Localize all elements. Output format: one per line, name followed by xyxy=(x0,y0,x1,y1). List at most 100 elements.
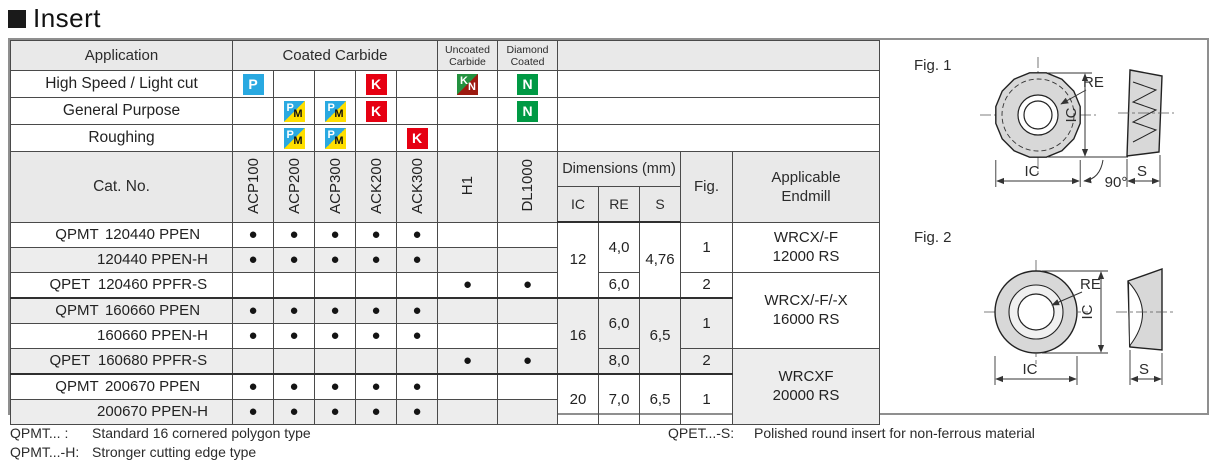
grade-col-h1: H1 xyxy=(437,151,498,223)
endmill-value-cell: WRCX/-F 12000 RS xyxy=(732,221,880,273)
coated-carbide-header: Coated Carbide xyxy=(232,40,438,71)
availability-dot-cell: ● xyxy=(497,347,558,374)
empty-cell xyxy=(497,221,558,248)
availability-dot-cell: ● xyxy=(314,398,356,425)
availability-dot: ● xyxy=(412,403,422,420)
availability-dot: ● xyxy=(371,226,381,243)
availability-dot: ● xyxy=(330,327,340,344)
empty-cell xyxy=(314,271,356,298)
empty-cell xyxy=(497,398,558,425)
empty-cell xyxy=(437,372,498,400)
application-row: High Speed / Light cut P K K N N xyxy=(10,70,880,98)
ic-value-cell: 20 xyxy=(557,372,599,425)
availability-dot: ● xyxy=(462,276,473,293)
availability-dot: ● xyxy=(371,251,381,268)
k-cast-iron-icon: K xyxy=(365,73,387,95)
s-value-cell: 6,5 xyxy=(639,296,681,374)
availability-dot: ● xyxy=(412,251,422,268)
availability-dot: ● xyxy=(412,378,422,395)
availability-dot-cell: ● xyxy=(314,372,356,400)
availability-dot-cell: ● xyxy=(437,347,498,374)
figure-panel: Fig. 1 RE IC IC 90° S xyxy=(914,57,1176,385)
empty-cell xyxy=(497,124,558,152)
fig-value-cell: 1 xyxy=(680,296,733,349)
application-row: Roughing P M P M K xyxy=(10,124,880,152)
availability-dot-cell: ● xyxy=(273,246,315,273)
availability-dot-cell: ● xyxy=(232,221,274,248)
uncoated-carbide-header: Uncoated Carbide xyxy=(437,40,498,71)
availability-dot: ● xyxy=(248,378,258,395)
grade-col-dl1000: DL1000 xyxy=(497,151,558,223)
fig1-ic-side-label: IC xyxy=(1063,107,1080,122)
grade-suitability-cell: P xyxy=(232,70,274,98)
catalog-row: QPET 160680 PPFR-S ● ● 8,0 2 WRCXF 20000 RS xyxy=(10,347,880,425)
availability-dot-cell: ● xyxy=(355,246,397,273)
empty-cell xyxy=(232,271,274,298)
fig2-s-label: S xyxy=(1139,361,1149,378)
catalog-rows: QPMT 120440 PPEN ● ● ● ● ● 12 4,0 4,76 1 WRCX/-F 120… xyxy=(10,221,880,425)
fig1-angle-label: 90° xyxy=(1105,174,1128,191)
empty-cell xyxy=(437,124,498,152)
availability-dot-cell: ● xyxy=(273,221,315,248)
empty-cell xyxy=(232,347,274,374)
empty-cell xyxy=(396,70,438,98)
availability-dot-cell: ● xyxy=(314,221,356,248)
availability-dot-cell: ● xyxy=(355,372,397,400)
n-non-ferrous-icon: N xyxy=(517,100,538,122)
catalog-row: QPMT 160660 PPEN ● ● ● ● ● 16 6,0 6,5 1 xyxy=(10,296,880,374)
s-value-cell: 4,76 xyxy=(639,221,681,298)
empty-cell xyxy=(232,124,274,152)
footnotes-left: QPMT... : Standard 16 cornered polygon ty… xyxy=(10,424,311,462)
grade-suitability-cell: K xyxy=(355,97,397,125)
catalog-row: 160660 PPEN-H ● ● ● ● ● xyxy=(10,322,880,349)
cat-no-cell: 200670 PPEN-H xyxy=(10,398,233,425)
fig-value-cell: 2 xyxy=(680,271,733,298)
empty-cell xyxy=(497,372,558,400)
fig2-ic-side-label: IC xyxy=(1079,304,1096,319)
grade-col-ack200: ACK200 xyxy=(355,151,397,223)
availability-dot: ● xyxy=(289,302,299,319)
re-subheader: RE xyxy=(598,186,640,223)
dimensions-header: Dimensions (mm) xyxy=(557,151,681,187)
fig-header: Fig. xyxy=(680,151,733,223)
page-title: Insert xyxy=(8,3,101,34)
availability-dot: ● xyxy=(248,226,258,243)
availability-dot: ● xyxy=(371,302,381,319)
availability-dot-cell: ● xyxy=(232,246,274,273)
applicable-endmill-header: Applicable Endmill xyxy=(732,151,880,223)
availability-dot-cell: ● xyxy=(232,322,274,349)
fig1-label: Fig. 1 xyxy=(914,57,952,74)
empty-cell xyxy=(497,322,558,349)
grade-col-ack300: ACK300 xyxy=(396,151,438,223)
application-row-label: Roughing xyxy=(10,124,233,152)
empty-cell xyxy=(396,97,438,125)
availability-dot: ● xyxy=(371,378,381,395)
empty-cell xyxy=(437,296,498,324)
cat-no-cell: QPET 120460 PPFR-S xyxy=(10,271,233,298)
availability-dot-cell: ● xyxy=(396,372,438,400)
catalog-row: 200670 PPEN-H ● ● ● ● ● xyxy=(10,398,880,425)
availability-dot-cell: ● xyxy=(355,322,397,349)
page-title-text: Insert xyxy=(33,3,102,33)
fig1-s-label: S xyxy=(1137,163,1147,180)
re-value-cell: 6,0 xyxy=(598,271,640,298)
availability-dot: ● xyxy=(412,302,422,319)
catalog-row: 120440 PPEN-H ● ● ● ● ● xyxy=(10,246,880,273)
fig2-ic-bottom-label: IC xyxy=(1023,361,1038,378)
ic-value-cell: 12 xyxy=(557,221,599,298)
s-subheader: S xyxy=(639,186,681,223)
catalog-row: QPET 120460 PPFR-S ● ● 6,0 2 WRCX/-F/-X 16000 R… xyxy=(10,271,880,349)
endmill-value-cell: WRCX/-F/-X 16000 RS xyxy=(732,271,880,349)
fig2-drawing: Fig. 2 RE IC IC S xyxy=(914,229,1176,385)
fig-value-cell: 2 xyxy=(680,347,733,374)
grade-suitability-cell: K xyxy=(355,70,397,98)
availability-dot-cell: ● xyxy=(437,271,498,298)
empty-cell xyxy=(273,70,315,98)
fig1-drawing: Fig. 1 RE IC IC 90° S xyxy=(914,57,1174,191)
availability-dot: ● xyxy=(330,251,340,268)
fig-value-cell: 1 xyxy=(680,372,733,425)
